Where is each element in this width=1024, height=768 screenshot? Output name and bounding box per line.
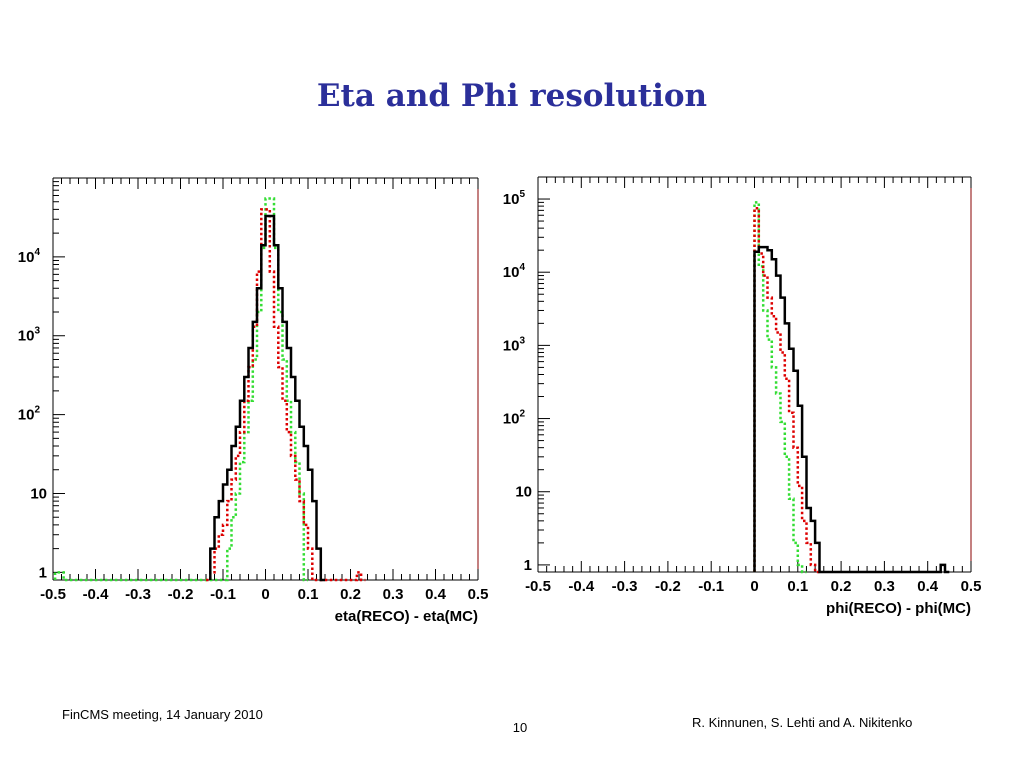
- eta-x-tick-label: -0.2: [168, 586, 194, 603]
- eta-x-tick-label: 0.1: [298, 586, 319, 603]
- eta-x-tick-label: -0.5: [40, 586, 66, 603]
- eta-y-tick-label: 10: [30, 485, 47, 502]
- eta-x-tick-label: 0.5: [468, 586, 489, 603]
- footer-meeting: FinCMS meeting, 14 January 2010: [62, 707, 263, 722]
- eta-series-2: [206, 208, 366, 582]
- eta-y-tick-label: 104: [18, 247, 41, 266]
- page-number: 10: [512, 720, 528, 735]
- eta-x-tick-label: -0.4: [83, 586, 110, 603]
- eta-x-tick-label: 0: [261, 586, 269, 603]
- eta-x-axis-title: eta(RECO) - eta(MC): [335, 608, 478, 625]
- eta-x-tick-label: 0.3: [383, 586, 404, 603]
- eta-x-tick-label: 0.4: [425, 586, 447, 603]
- eta-x-tick-label: 0.2: [340, 586, 361, 603]
- eta-y-tick-label: 1: [39, 564, 47, 581]
- eta-series-3: [53, 197, 308, 582]
- eta-y-tick-label: 103: [18, 326, 41, 345]
- slide-title: Eta and Phi resolution: [316, 78, 708, 114]
- footer-authors: R. Kinnunen, S. Lehti and A. Nikitenko: [692, 715, 913, 730]
- eta-series-1: [209, 214, 325, 582]
- eta-y-tick-label: 102: [18, 405, 41, 424]
- eta-x-tick-label: -0.1: [210, 586, 236, 603]
- eta-x-tick-label: -0.3: [125, 586, 151, 603]
